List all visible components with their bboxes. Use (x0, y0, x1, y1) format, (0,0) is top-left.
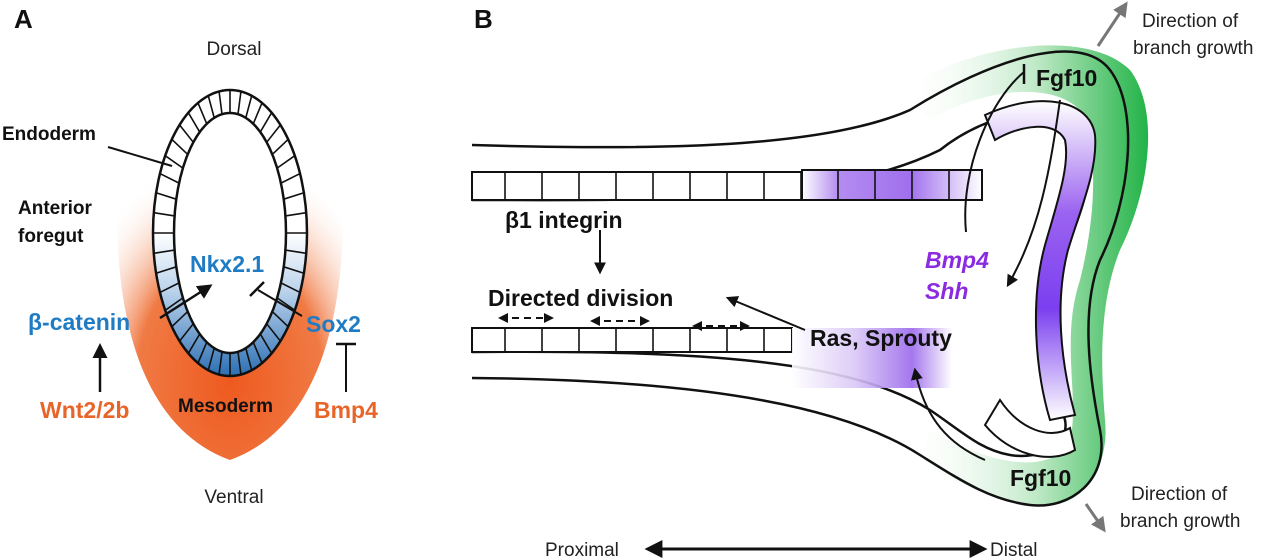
cell-divider (207, 347, 215, 371)
panel-a-letter: A (14, 4, 33, 34)
bmp4-label-a: Bmp4 (314, 397, 378, 423)
cell-divider (285, 211, 307, 217)
cell-divider (218, 91, 223, 115)
cell-divider (237, 91, 242, 115)
cell-divider (259, 112, 273, 133)
sox2-inhibits-nkx (249, 281, 303, 317)
cell-divider (237, 351, 242, 375)
cell-divider (218, 351, 223, 375)
cell-divider (155, 191, 177, 200)
shh-label: Shh (925, 278, 968, 304)
direction-top-line2: branch growth (1133, 38, 1253, 59)
cell-divider (259, 333, 273, 354)
cell-divider (266, 124, 282, 143)
cell-divider (159, 282, 180, 294)
cell-divider (271, 138, 289, 155)
panel-b-letter: B (474, 4, 493, 34)
bmp4-label-b: Bmp4 (925, 247, 989, 273)
cell-divider (252, 341, 263, 364)
fgf10-bottom-label: Fgf10 (1010, 465, 1071, 491)
lung-bud-outer-wall (471, 50, 1130, 507)
beta-catenin-to-nkx-arrow (159, 284, 213, 320)
cell-divider (245, 95, 253, 119)
cell-divider (153, 249, 175, 255)
beta1-integrin-label: β1 integrin (505, 207, 623, 233)
nkx21-label: Nkx2.1 (190, 251, 264, 277)
cell-divider (280, 282, 301, 294)
cell-divider (159, 172, 180, 184)
fgf10-mesenchyme (900, 45, 1149, 506)
cell-divider (155, 266, 177, 275)
cell-divider (276, 297, 296, 311)
cell-divider (276, 155, 296, 169)
ras-to-division-arrow (725, 296, 806, 331)
proximal-label: Proximal (545, 540, 619, 559)
cell-divider (283, 266, 305, 275)
foregut-label: foregut (18, 226, 84, 247)
cell-divider (197, 341, 208, 364)
bmp4-inhibits-fgf10 (964, 64, 1026, 233)
endoderm-leader (107, 146, 173, 167)
bmp4-inhibits-sox2 (336, 342, 356, 392)
upper-epithelium (471, 169, 983, 201)
cell-divider (164, 155, 184, 169)
direction-top-line1: Direction of (1142, 11, 1239, 32)
cell-divider (164, 297, 184, 311)
direction-bottom-line1: Direction of (1131, 484, 1228, 505)
directed-division-label: Directed division (488, 285, 673, 311)
cell-divider (271, 311, 289, 328)
cell-divider (280, 172, 301, 184)
lower-epithelium (471, 327, 952, 388)
fgf10-to-ras-arrow (911, 367, 986, 461)
anterior-label: Anterior (18, 198, 93, 219)
cell-divider (187, 112, 201, 133)
sox2-label: Sox2 (306, 311, 361, 337)
distal-label: Distal (990, 540, 1038, 559)
cell-divider (283, 191, 305, 200)
branch-growth-arrow-bottom (1084, 503, 1106, 533)
cell-divider (187, 333, 201, 354)
endoderm-label: Endoderm (2, 124, 96, 145)
tip-epithelium (983, 100, 1097, 458)
cell-divider (171, 311, 189, 328)
endoderm-tube (151, 88, 309, 378)
cell-divider (171, 138, 189, 155)
branch-growth-arrow-top (1096, 1, 1128, 47)
cell-divider (178, 323, 194, 342)
cell-divider (207, 95, 215, 119)
cell-divider (178, 124, 194, 143)
mesoderm-label: Mesoderm (178, 396, 273, 417)
cell-divider (153, 211, 175, 217)
cell-divider (197, 102, 208, 125)
ras-sprouty-label: Ras, Sprouty (810, 325, 952, 351)
panel-a: A Dorsal Ventral Endoderm Anterior foreg… (2, 4, 378, 508)
cell-divider (266, 323, 282, 342)
ventral-label: Ventral (204, 487, 263, 508)
fgf10-to-bmp4-arrow (1006, 99, 1061, 288)
cell-divider (252, 102, 263, 125)
fgf10-top-label: Fgf10 (1036, 65, 1097, 91)
division-arrows (498, 313, 750, 331)
direction-bottom-line2: branch growth (1120, 511, 1240, 532)
dorsal-label: Dorsal (207, 39, 262, 60)
cell-divider (245, 347, 253, 371)
panel-b: B Fgf10 Fgf10 Direction of branch growth (471, 1, 1253, 559)
wnt-label: Wnt2/2b (40, 397, 129, 423)
cell-divider (285, 249, 307, 255)
beta-catenin-label: β-catenin (28, 309, 130, 335)
